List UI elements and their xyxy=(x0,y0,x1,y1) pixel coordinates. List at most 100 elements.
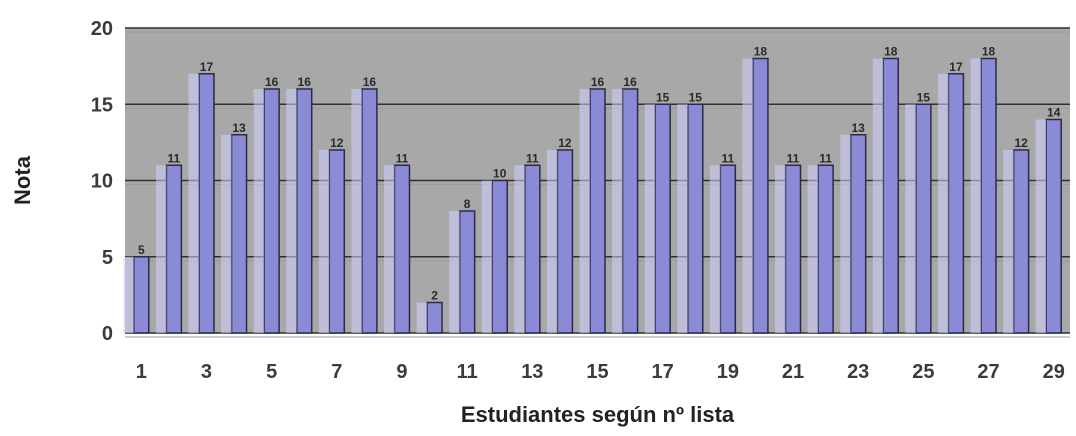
data-label-20: 18 xyxy=(754,45,768,59)
data-label-14: 12 xyxy=(558,136,572,150)
x-axis-title: Estudiantes según nº lista xyxy=(461,402,735,427)
bar-24 xyxy=(882,57,900,334)
data-label-3: 17 xyxy=(200,60,214,74)
bar-glow-10 xyxy=(416,302,428,333)
data-label-4: 13 xyxy=(232,121,246,135)
bar-glow-4 xyxy=(221,134,232,333)
bar-17 xyxy=(654,103,671,334)
x-tick-label: 1 xyxy=(136,361,147,383)
bar-12 xyxy=(491,179,508,334)
bar-27 xyxy=(980,57,997,334)
x-axis-ticks: 1 3 5 7 9 11 13 15 17 19 21 23 25 27 29 xyxy=(136,361,1065,383)
data-label-23: 13 xyxy=(852,121,866,135)
bar-28 xyxy=(1012,149,1030,334)
bar-18 xyxy=(687,103,704,334)
bar-glow-14 xyxy=(546,150,558,333)
data-label-1: 5 xyxy=(138,243,145,257)
bar-8 xyxy=(361,88,378,334)
bar-26 xyxy=(947,73,965,334)
bar-glow-22 xyxy=(807,165,819,333)
bar-glow-25 xyxy=(905,104,916,333)
bar-glow-23 xyxy=(840,134,851,333)
x-tick-label: 19 xyxy=(717,361,739,383)
bars xyxy=(123,57,1062,334)
bar-16 xyxy=(621,88,639,334)
data-label-19: 11 xyxy=(722,151,735,165)
bar-4 xyxy=(230,134,248,334)
bar-glow-11 xyxy=(449,211,460,333)
y-tick-label: 15 xyxy=(91,94,113,116)
x-tick-label: 9 xyxy=(396,361,407,383)
data-label-22: 11 xyxy=(819,151,832,165)
y-tick-label: 5 xyxy=(102,247,113,269)
bar-3 xyxy=(198,73,215,334)
y-tick-label: 10 xyxy=(91,171,113,193)
bar-6 xyxy=(295,88,313,334)
data-label-13: 11 xyxy=(526,151,539,165)
x-tick-label: 5 xyxy=(266,361,277,383)
data-label-24: 18 xyxy=(884,45,898,59)
bar-25 xyxy=(915,103,932,334)
bar-glow-1 xyxy=(123,256,134,333)
bar-glow-28 xyxy=(1003,150,1014,333)
data-label-25: 15 xyxy=(917,90,931,104)
data-label-15: 16 xyxy=(591,75,605,89)
x-tick-label: 7 xyxy=(331,361,342,383)
data-label-16: 16 xyxy=(623,75,637,89)
bar-glow-15 xyxy=(579,89,591,333)
bar-glow-9 xyxy=(383,165,395,333)
bar-glow-13 xyxy=(514,165,525,333)
data-label-11: 8 xyxy=(464,197,471,211)
x-tick-label: 3 xyxy=(201,361,212,383)
bar-19 xyxy=(719,164,737,334)
bar-glow-27 xyxy=(970,58,982,333)
bar-glow-20 xyxy=(742,58,753,333)
y-tick-label: 0 xyxy=(102,323,113,345)
data-label-17: 15 xyxy=(656,90,670,104)
data-label-18: 15 xyxy=(689,90,703,104)
bar-glow-3 xyxy=(188,73,199,333)
data-label-2: 11 xyxy=(168,151,181,165)
bar-11 xyxy=(458,210,476,334)
data-label-5: 16 xyxy=(265,75,279,89)
data-label-29: 14 xyxy=(1047,106,1061,120)
x-tick-label: 13 xyxy=(521,361,543,383)
x-tick-label: 17 xyxy=(652,361,674,383)
data-label-12: 10 xyxy=(493,167,507,181)
data-label-27: 18 xyxy=(982,45,996,59)
data-labels: 5 11 17 13 16 16 12 16 11 2 8 10 11 12 16 16 15 15 11 18 11 1… xyxy=(138,45,1061,303)
bar-glow-5 xyxy=(253,89,265,333)
data-label-28: 12 xyxy=(1014,136,1028,150)
data-label-21: 11 xyxy=(787,151,800,165)
data-label-26: 17 xyxy=(949,60,963,74)
bar-glow-16 xyxy=(612,89,623,333)
bar-glow-8 xyxy=(351,89,362,333)
bar-7 xyxy=(328,149,346,334)
data-label-10: 2 xyxy=(431,289,438,303)
x-tick-label: 15 xyxy=(586,361,608,383)
bar-glow-7 xyxy=(318,150,330,333)
bar-29 xyxy=(1045,118,1062,334)
bar-1 xyxy=(133,256,150,334)
x-tick-label: 27 xyxy=(977,361,999,383)
bar-glow-18 xyxy=(677,104,688,333)
bar-glow-24 xyxy=(872,58,884,333)
bar-2 xyxy=(165,164,183,334)
data-label-9: 11 xyxy=(396,151,409,165)
bar-glow-19 xyxy=(709,165,721,333)
data-label-6: 16 xyxy=(298,75,312,89)
x-tick-label: 25 xyxy=(912,361,934,383)
bar-glow-17 xyxy=(644,104,656,333)
bar-5 xyxy=(263,88,280,334)
bar-13 xyxy=(524,164,541,334)
bar-21 xyxy=(784,164,802,334)
x-tick-label: 23 xyxy=(847,361,869,383)
x-tick-label: 29 xyxy=(1043,361,1065,383)
bar-15 xyxy=(589,88,606,334)
bar-glow-6 xyxy=(286,89,297,333)
bar-glow-21 xyxy=(775,165,786,333)
y-axis-title: Nota xyxy=(10,155,35,205)
bar-20 xyxy=(752,57,769,334)
x-tick-label: 11 xyxy=(457,361,478,383)
